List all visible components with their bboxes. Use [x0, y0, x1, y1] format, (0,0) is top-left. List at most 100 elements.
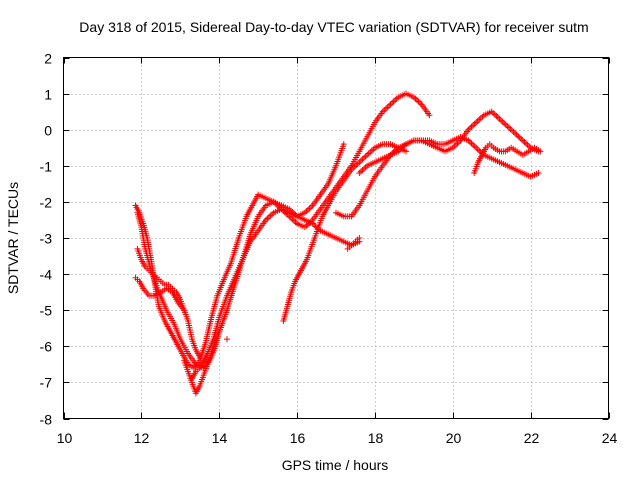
- series-track-12: [344, 235, 363, 252]
- data-point: [359, 156, 366, 163]
- data-point: [477, 115, 484, 122]
- data-point: [471, 120, 478, 127]
- data-point: [267, 212, 274, 219]
- data-point: [508, 127, 515, 134]
- plot-frame: [63, 57, 609, 419]
- data-point: [513, 131, 520, 138]
- data-point: [224, 336, 230, 343]
- data-point: [368, 147, 375, 154]
- series-track-10: [356, 108, 542, 177]
- data-point: [392, 97, 399, 104]
- data-point: [362, 153, 369, 160]
- data-point: [470, 122, 477, 129]
- series-track-9: [333, 133, 542, 220]
- x-tick-label: 18: [368, 430, 384, 446]
- data-point: [266, 214, 273, 221]
- data-point: [361, 154, 368, 161]
- data-point: [521, 138, 528, 145]
- data-point: [494, 114, 501, 121]
- data-point: [496, 115, 503, 122]
- data-point: [471, 143, 478, 150]
- series-track-1: [132, 141, 347, 371]
- x-tick-label: 14: [212, 430, 228, 446]
- y-tick-label: 0: [44, 123, 52, 139]
- series-track-4: [134, 245, 203, 361]
- chart-title: Day 318 of 2015, Sidereal Day-to-day VTE…: [79, 19, 588, 35]
- data-point: [382, 105, 389, 112]
- series-track-6: [224, 336, 230, 343]
- data-point: [505, 124, 512, 131]
- data-point: [224, 307, 230, 314]
- data-point: [524, 141, 531, 148]
- data-point: [518, 136, 525, 143]
- data-point: [468, 123, 475, 130]
- y-tick-label: 1: [44, 87, 52, 103]
- x-tick-label: 20: [446, 430, 462, 446]
- y-tick-label: -4: [40, 267, 53, 283]
- y-tick-label: -2: [40, 195, 53, 211]
- data-point: [519, 137, 526, 144]
- grid-lines: [63, 57, 609, 419]
- data-points: [132, 90, 544, 397]
- y-tick-label: 2: [44, 51, 52, 67]
- data-point: [473, 119, 480, 126]
- data-point: [470, 141, 477, 148]
- y-tick-label: -5: [40, 303, 53, 319]
- x-tick-label: 22: [524, 430, 540, 446]
- data-point: [515, 133, 522, 140]
- data-point: [196, 354, 203, 361]
- data-point: [413, 97, 420, 104]
- data-point: [304, 206, 311, 213]
- data-point: [510, 128, 517, 135]
- data-point: [306, 205, 313, 212]
- data-point: [390, 98, 397, 105]
- y-tick-label: -1: [40, 159, 53, 175]
- data-point: [264, 215, 271, 222]
- series-track-11: [471, 141, 544, 177]
- data-point: [359, 167, 366, 174]
- data-point: [490, 110, 497, 117]
- data-point: [507, 125, 514, 132]
- data-point: [367, 149, 374, 156]
- data-point: [502, 121, 509, 128]
- data-point: [308, 203, 315, 210]
- data-point: [537, 148, 544, 155]
- data-point: [357, 157, 364, 164]
- x-axis-label: GPS time / hours: [282, 457, 389, 473]
- y-tick-label: -3: [40, 231, 53, 247]
- data-point: [452, 141, 459, 148]
- data-point: [504, 123, 511, 130]
- data-point: [381, 107, 388, 114]
- data-point: [474, 146, 481, 153]
- data-point: [340, 141, 347, 148]
- data-point: [468, 140, 475, 147]
- data-point: [501, 120, 508, 127]
- axis-ticks: [63, 57, 610, 420]
- data-point: [499, 118, 506, 125]
- data-point: [364, 151, 371, 158]
- data-point: [389, 99, 396, 106]
- y-tick-label: -6: [40, 339, 53, 355]
- data-point: [476, 116, 483, 123]
- y-axis-tick-labels: -8 -7 -6 -5 -4 -3 -2 -1 0 1 2: [40, 51, 53, 428]
- x-tick-label: 10: [57, 430, 73, 446]
- data-point: [512, 130, 519, 137]
- y-axis-label: SDTVAR / TECUs: [5, 182, 21, 294]
- series-track-8: [280, 141, 410, 325]
- data-point: [498, 117, 505, 124]
- data-point: [356, 170, 363, 177]
- x-tick-label: 24: [602, 430, 618, 446]
- data-point: [385, 102, 392, 109]
- y-tick-label: -7: [40, 375, 53, 391]
- series-track-7: [188, 90, 433, 382]
- data-point: [473, 144, 480, 151]
- data-point: [289, 216, 296, 223]
- data-point: [356, 235, 363, 241]
- x-axis-tick-labels: 10 12 14 16 18 20 22 24: [57, 430, 618, 446]
- data-point: [417, 99, 424, 106]
- data-point: [493, 112, 500, 119]
- series-track-5: [181, 307, 230, 397]
- data-point: [357, 168, 364, 175]
- y-tick-label: -8: [40, 412, 53, 428]
